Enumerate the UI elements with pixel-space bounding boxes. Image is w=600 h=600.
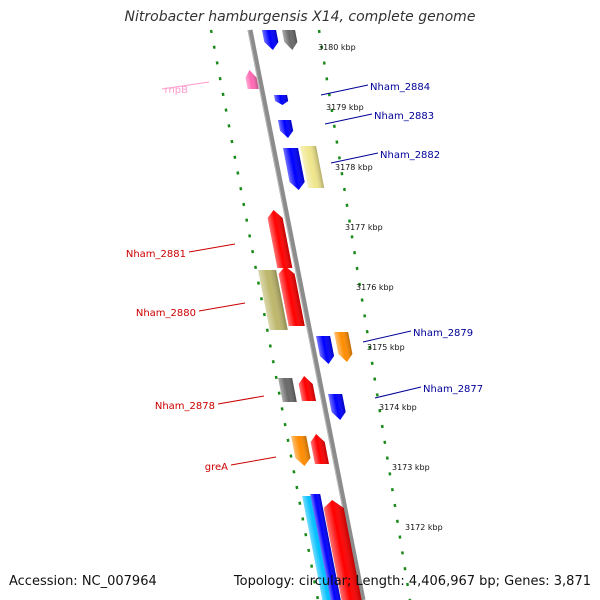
gene-label: Nham_2877 (423, 384, 483, 395)
gene-cream-7 (300, 146, 325, 188)
tick-label: 3172 kbp (405, 523, 443, 532)
backbone (247, 29, 366, 600)
gene-label-leader (161, 81, 210, 90)
gene-label: greA (205, 462, 228, 473)
gene-blue-6 (283, 148, 305, 190)
gene-red-8 (267, 210, 293, 268)
gene-label: Nham_2879 (413, 328, 473, 339)
gene-label-leader (198, 302, 246, 312)
gene-orange-12 (334, 332, 353, 362)
gene-label: Nham_2880 (136, 308, 196, 319)
gene-label: Nham_2884 (370, 82, 430, 93)
tick-label: 3173 kbp (392, 463, 430, 472)
gene-red-17 (310, 434, 329, 464)
gene-gray-2 (282, 30, 298, 50)
gene-olive-9 (258, 270, 288, 330)
gene-label-leader (188, 243, 236, 253)
gene-label-leader (362, 330, 412, 343)
gene-blue-19 (310, 494, 341, 600)
tick-label: 3174 kbp (379, 403, 417, 412)
tick-label: 3180 kbp (318, 43, 356, 52)
tick-label: 3175 kbp (367, 343, 405, 352)
gene-label-leader (374, 386, 422, 399)
gene-pink-3 (245, 70, 259, 89)
gene-blue-11 (316, 336, 335, 364)
tick-label: 3177 kbp (345, 223, 383, 232)
gene-red-14 (298, 376, 317, 401)
gene-label: Nham_2882 (380, 150, 440, 161)
map-title: Nitrobacter hamburgensis X14, complete g… (124, 9, 476, 25)
guide-dotted-line-1 (209, 29, 320, 600)
gene-label: Nham_2878 (155, 401, 215, 412)
topology-text: Topology: circular; Length: 4,406,967 bp… (233, 574, 591, 589)
gene-label-leader (320, 84, 369, 96)
tick-label: 3179 kbp (326, 103, 364, 112)
gene-label-leader (330, 152, 379, 164)
gene-label: rnpB (165, 85, 189, 96)
gene-blue-5 (278, 120, 294, 138)
gene-red-20 (323, 500, 362, 600)
guide-dotted-line-2 (317, 29, 412, 600)
gene-orange-16 (291, 436, 311, 466)
tick-label: 3176 kbp (356, 283, 394, 292)
gene-blue-4 (274, 95, 289, 105)
gene-label-leader (230, 456, 277, 466)
gene-label: Nham_2881 (126, 249, 186, 260)
tick-label: 3178 kbp (335, 163, 373, 172)
gene-red-10 (278, 266, 305, 326)
gene-gray-13 (278, 378, 297, 402)
gene-blue-1 (262, 30, 279, 50)
accession-text: Accession: NC_007964 (9, 574, 157, 589)
gene-label-leader (217, 395, 265, 405)
gene-label-leader (324, 113, 373, 125)
gene-blue-15 (328, 394, 346, 420)
gene-label: Nham_2883 (374, 111, 434, 122)
